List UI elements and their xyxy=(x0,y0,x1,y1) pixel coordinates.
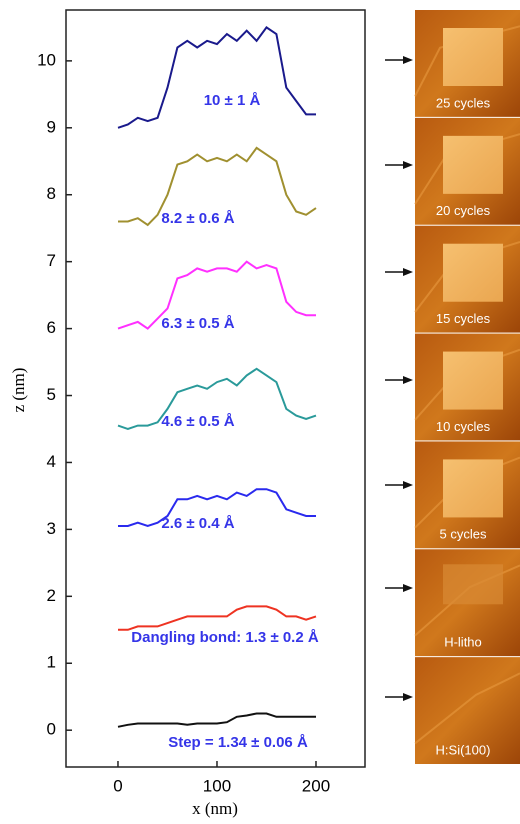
annotation: Dangling bond: 1.3 ± 0.2 Å xyxy=(131,629,319,646)
arrow-head xyxy=(403,376,413,384)
profile-line xyxy=(118,606,316,629)
image-label: H-litho xyxy=(444,635,482,650)
y-tick-label: 4 xyxy=(47,452,56,471)
etched-square xyxy=(443,352,503,410)
x-axis-label: x (nm) xyxy=(192,799,238,818)
y-tick-label: 1 xyxy=(47,653,56,672)
profile-line xyxy=(118,714,316,727)
profile-line xyxy=(118,27,316,127)
y-tick-label: 6 xyxy=(47,318,56,337)
y-tick-label: 0 xyxy=(47,720,56,739)
x-tick-label: 0 xyxy=(113,776,122,795)
y-tick-label: 10 xyxy=(37,50,56,69)
arrow-head xyxy=(403,161,413,169)
image-strip: 25 cycles 20 cycles 15 cycles 10 cycles 5 cy… xyxy=(415,10,520,764)
y-tick-label: 2 xyxy=(47,586,56,605)
etched-square xyxy=(443,28,503,86)
annotation: 6.3 ± 0.5 Å xyxy=(161,315,234,332)
litho-square xyxy=(443,564,503,604)
etched-square xyxy=(443,244,503,302)
image-label: 10 cycles xyxy=(436,419,491,434)
annotation: 2.6 ± 0.4 Å xyxy=(161,515,234,532)
arrow-head xyxy=(403,693,413,701)
arrow-head xyxy=(403,268,413,276)
annotation: 10 ± 1 Å xyxy=(204,92,261,109)
y-axis-label: z (nm) xyxy=(9,368,28,413)
y-tick-label: 3 xyxy=(47,519,56,538)
image-label: 15 cycles xyxy=(436,311,491,326)
y-tick-label: 5 xyxy=(47,385,56,404)
plot-frame xyxy=(66,10,365,767)
x-tick-label: 100 xyxy=(203,776,231,795)
annotation: 8.2 ± 0.6 Å xyxy=(161,210,234,227)
etched-square xyxy=(443,136,503,194)
y-tick-label: 7 xyxy=(47,251,56,270)
etched-square xyxy=(443,459,503,517)
annotation: Step = 1.34 ± 0.06 Å xyxy=(168,734,308,751)
arrow-head xyxy=(403,584,413,592)
image-label: H:Si(100) xyxy=(436,742,491,757)
image-label: 25 cycles xyxy=(436,95,491,110)
x-tick-label: 200 xyxy=(302,776,330,795)
image-label: 5 cycles xyxy=(440,527,487,542)
annotation: 4.6 ± 0.5 Å xyxy=(161,413,234,430)
y-tick-label: 9 xyxy=(47,117,56,136)
y-tick-label: 8 xyxy=(47,184,56,203)
image-label: 20 cycles xyxy=(436,203,491,218)
figure: x (nm) z (nm) 25 cycles20 cycles15 cycle… xyxy=(0,0,520,819)
arrow-head xyxy=(403,56,413,64)
arrow-head xyxy=(403,481,413,489)
